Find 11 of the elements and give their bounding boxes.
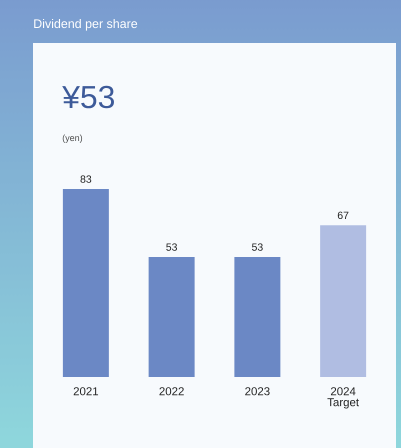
chart-title: Dividend per share — [34, 18, 138, 31]
data-label: 83 — [80, 175, 92, 183]
text: (yen) — [62, 134, 82, 143]
x-tick-label: 2022 — [159, 387, 184, 396]
data-label: 67 — [338, 212, 348, 220]
data-label: 53 — [166, 243, 177, 251]
chart-subtitle: ¥53 — [62, 86, 114, 108]
x-tick-label: 2021 — [74, 387, 98, 396]
data-label: 53 — [252, 243, 263, 251]
x-tick-label: 2023 — [245, 387, 270, 396]
x-tick-label: 2024 Target — [327, 387, 359, 409]
